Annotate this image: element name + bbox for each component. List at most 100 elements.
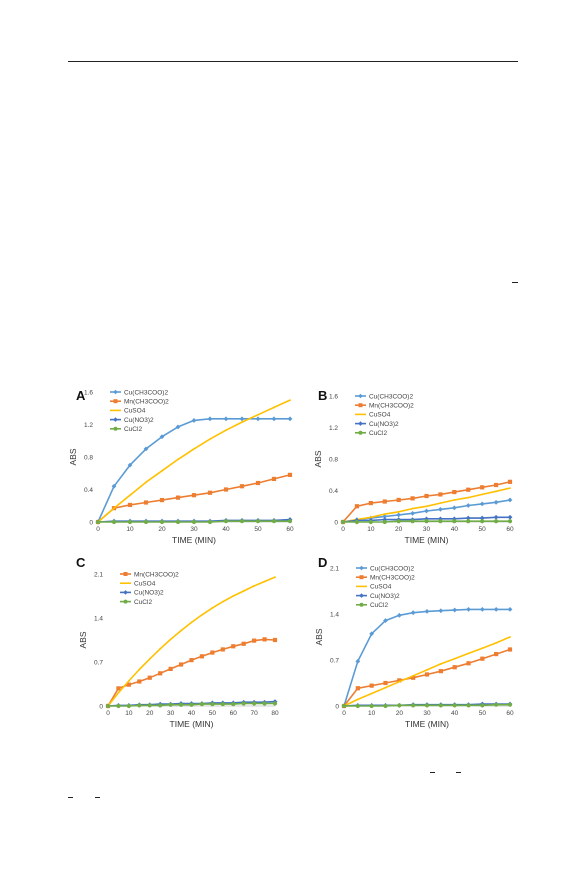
data-point — [199, 654, 205, 659]
data-point — [159, 497, 165, 503]
x-tick-label: 80 — [271, 710, 279, 717]
series-Cu(CH3COO)2 — [341, 607, 513, 709]
data-point — [479, 501, 485, 507]
data-point — [424, 519, 429, 524]
legend-label: Mn(CH3COO)2 — [124, 399, 169, 406]
data-point — [126, 682, 131, 687]
data-point — [438, 703, 443, 708]
data-point — [127, 519, 133, 525]
panel-letter: A — [76, 388, 86, 403]
data-point — [271, 416, 277, 422]
legend-label: CuSO4 — [134, 581, 156, 588]
panel-letter: D — [318, 555, 327, 570]
data-point — [242, 590, 245, 592]
y-tick-label: 0.4 — [329, 488, 338, 495]
chart-panel-d: D 0 0.7 1.4 2.1 0 10 20 30 40 50 60 TIME (MIN) ABS Cu(… — [310, 550, 530, 730]
data-point — [191, 493, 197, 498]
data-point — [509, 487, 511, 490]
data-point — [383, 680, 388, 686]
data-point — [210, 650, 215, 655]
legend-label: Cu(NO3)2 — [369, 421, 399, 428]
x-tick-label: 30 — [167, 710, 175, 717]
data-point — [465, 503, 471, 508]
data-point — [495, 490, 497, 493]
data-point — [211, 607, 214, 609]
data-point — [168, 702, 173, 707]
x-tick-label: 60 — [506, 526, 514, 533]
legend-label: Cu(NO3)2 — [370, 593, 400, 600]
x-tick-label: 30 — [190, 526, 198, 533]
y-tick-label: 0.8 — [84, 454, 93, 461]
data-point — [382, 519, 387, 525]
legend-entry: CuSO4 — [355, 412, 391, 419]
data-point — [207, 490, 213, 495]
series-CuCl2 — [340, 519, 513, 525]
data-point — [466, 703, 471, 708]
data-point — [495, 642, 498, 644]
legend-marker — [359, 602, 364, 607]
data-point — [452, 489, 457, 495]
data-point — [382, 514, 388, 519]
data-point — [493, 607, 499, 612]
data-point — [255, 416, 261, 422]
legend-label: CuCl2 — [124, 426, 142, 433]
legend-entry: CuCl2 — [356, 602, 388, 609]
data-point — [424, 703, 430, 708]
chart-panel-b: B 0 0.4 0.8 1.2 1.6 0 10 20 30 40 50 60 TIME (MIN) ABS… — [310, 380, 530, 552]
data-point — [410, 610, 416, 616]
x-tick-label: 10 — [126, 526, 134, 533]
y-tick-label: 1.2 — [84, 422, 93, 429]
legend-label: CuCl2 — [370, 602, 388, 609]
data-point — [396, 497, 401, 503]
x-tick-label: 0 — [96, 526, 100, 533]
data-point — [438, 608, 444, 614]
y-axis-title: ABS — [68, 448, 78, 465]
data-point — [148, 657, 151, 660]
data-point — [507, 514, 513, 520]
data-point — [145, 481, 147, 484]
data-point — [105, 703, 111, 709]
data-point — [287, 416, 293, 422]
data-point — [397, 678, 402, 683]
data-point — [355, 703, 360, 709]
data-point — [341, 703, 347, 709]
data-point — [355, 658, 361, 664]
data-point — [159, 519, 165, 525]
y-tick-label: 0 — [89, 519, 93, 526]
data-point — [438, 669, 443, 674]
data-point — [116, 686, 121, 691]
data-point — [340, 519, 346, 525]
x-tick-label: 60 — [506, 710, 514, 717]
x-tick-label: 30 — [423, 526, 431, 533]
data-point — [289, 399, 291, 402]
data-point — [207, 519, 213, 525]
x-tick-label: 10 — [368, 710, 376, 717]
legend-marker — [113, 389, 118, 395]
legend-entry: CuCl2 — [120, 599, 152, 606]
data-point — [426, 668, 428, 671]
chart-panel-c: C 0 0.7 1.4 2.1 0 10 20 30 40 50 60 70 80 TIME (MIN) AB… — [68, 550, 296, 730]
x-tick-label: 60 — [230, 710, 238, 717]
legend-entry: Mn(CH3COO)2 — [110, 399, 169, 406]
legend-marker — [113, 426, 118, 431]
data-point — [425, 505, 428, 508]
data-point — [191, 519, 197, 525]
series-CuCl2 — [105, 701, 278, 709]
text-fragment-dash — [95, 797, 100, 798]
legend-label: CuSO4 — [370, 584, 392, 591]
data-point — [370, 692, 373, 695]
data-point — [369, 703, 374, 709]
data-point — [191, 418, 197, 423]
legend-entry: Cu(CH3COO)2 — [110, 389, 168, 396]
y-tick-label: 0.8 — [329, 456, 338, 463]
y-tick-label: 1.4 — [330, 611, 339, 618]
data-point — [480, 703, 485, 708]
data-point — [209, 438, 211, 441]
legend-marker — [123, 599, 128, 604]
x-tick-label: 40 — [451, 710, 459, 717]
data-point — [383, 618, 388, 623]
legend-entry: CuCl2 — [355, 430, 387, 437]
data-point — [480, 485, 485, 490]
data-point — [480, 519, 485, 524]
x-tick-label: 60 — [286, 526, 294, 533]
